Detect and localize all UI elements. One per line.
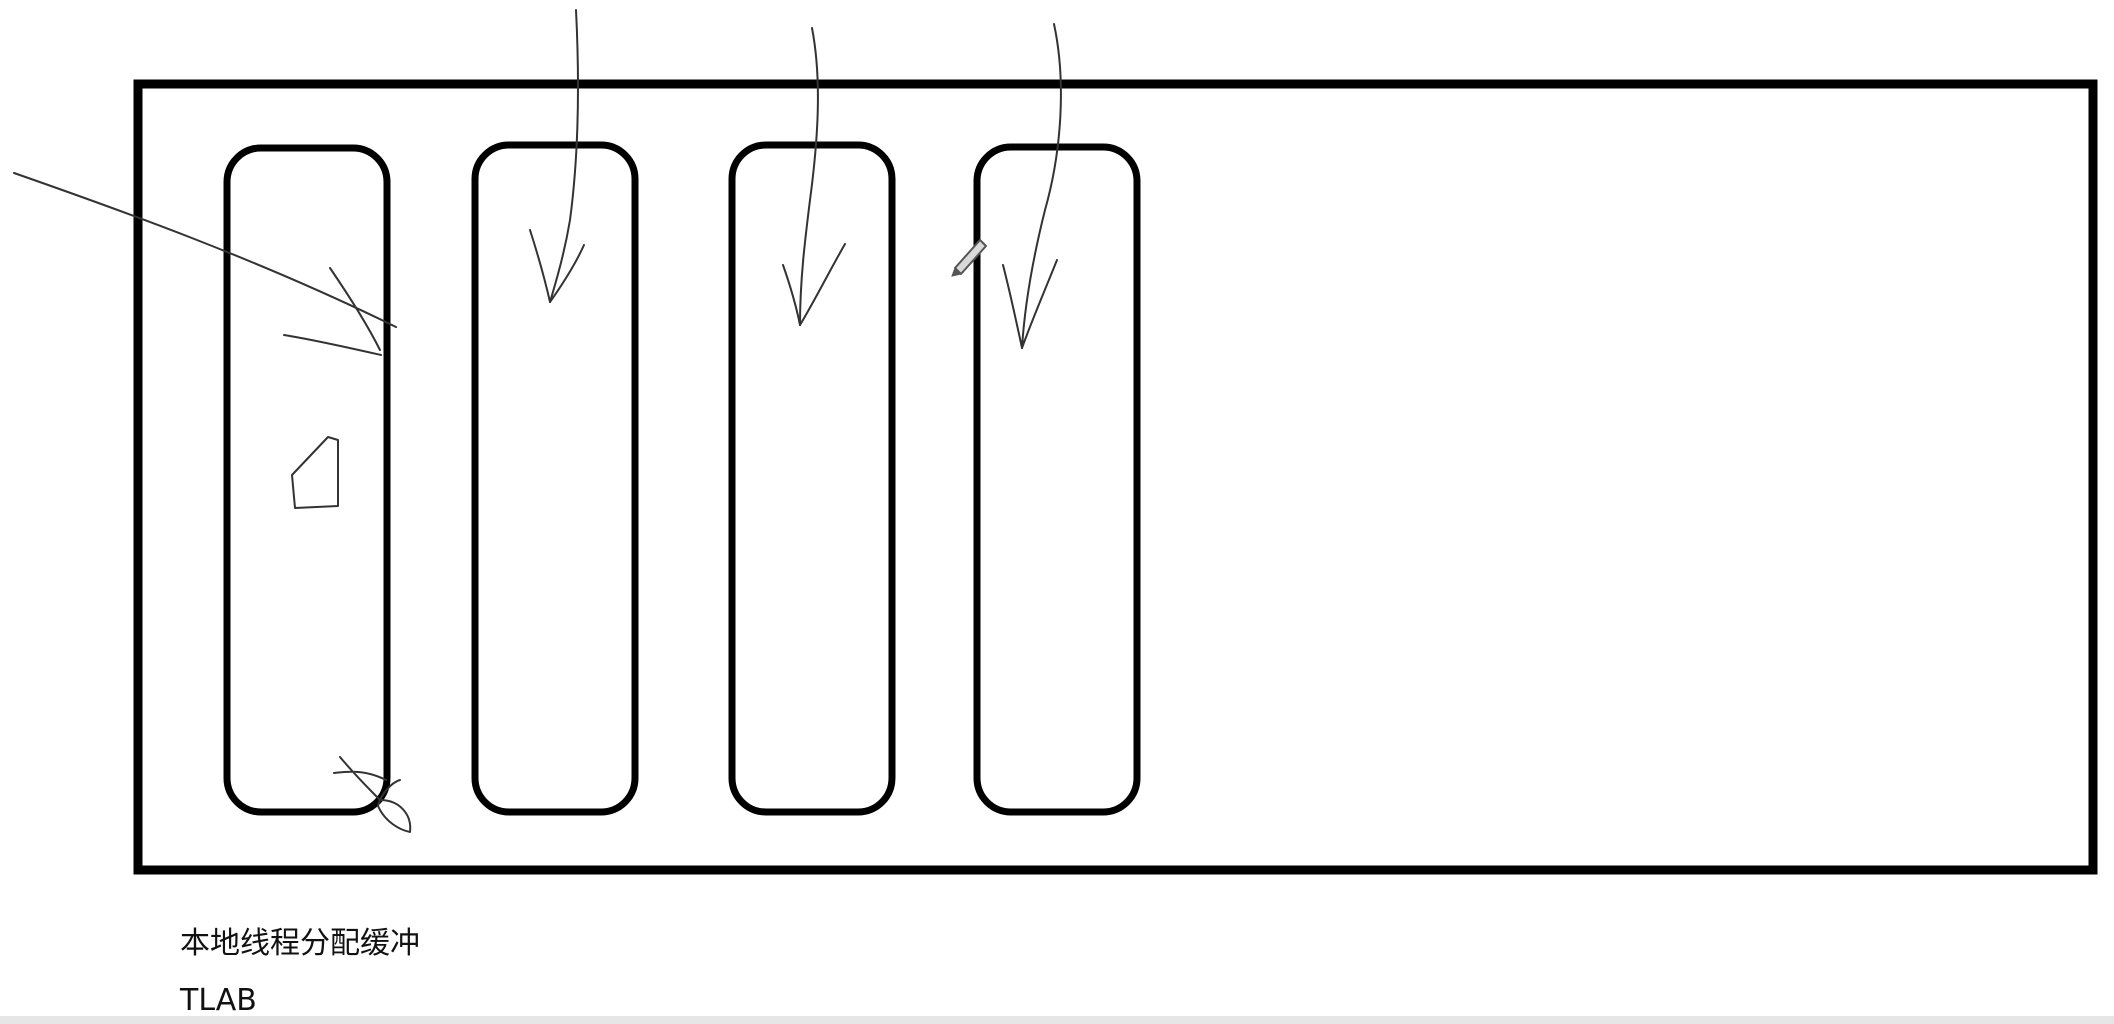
heap-region <box>133 79 2098 875</box>
thread-arrow-4 <box>1002 23 1062 349</box>
object-scribble-2 <box>333 756 412 833</box>
tlab-buffer-3 <box>728 141 896 816</box>
thread-arrow-3 <box>782 27 846 326</box>
object-scribble-1 <box>291 436 339 509</box>
tlab-buffer-2 <box>471 141 639 816</box>
thread-arrow-2 <box>529 9 585 303</box>
thread-arrow-1 <box>13 172 397 356</box>
bottom-edge-bar <box>0 1016 2114 1024</box>
caption-tlab: TLAB <box>180 983 257 1018</box>
tlab-buffer-1 <box>223 144 391 816</box>
caption-chinese: 本地线程分配缓冲 <box>180 926 420 961</box>
tlab-buffer-4 <box>973 143 1141 816</box>
pencil-cursor-icon <box>951 239 987 277</box>
